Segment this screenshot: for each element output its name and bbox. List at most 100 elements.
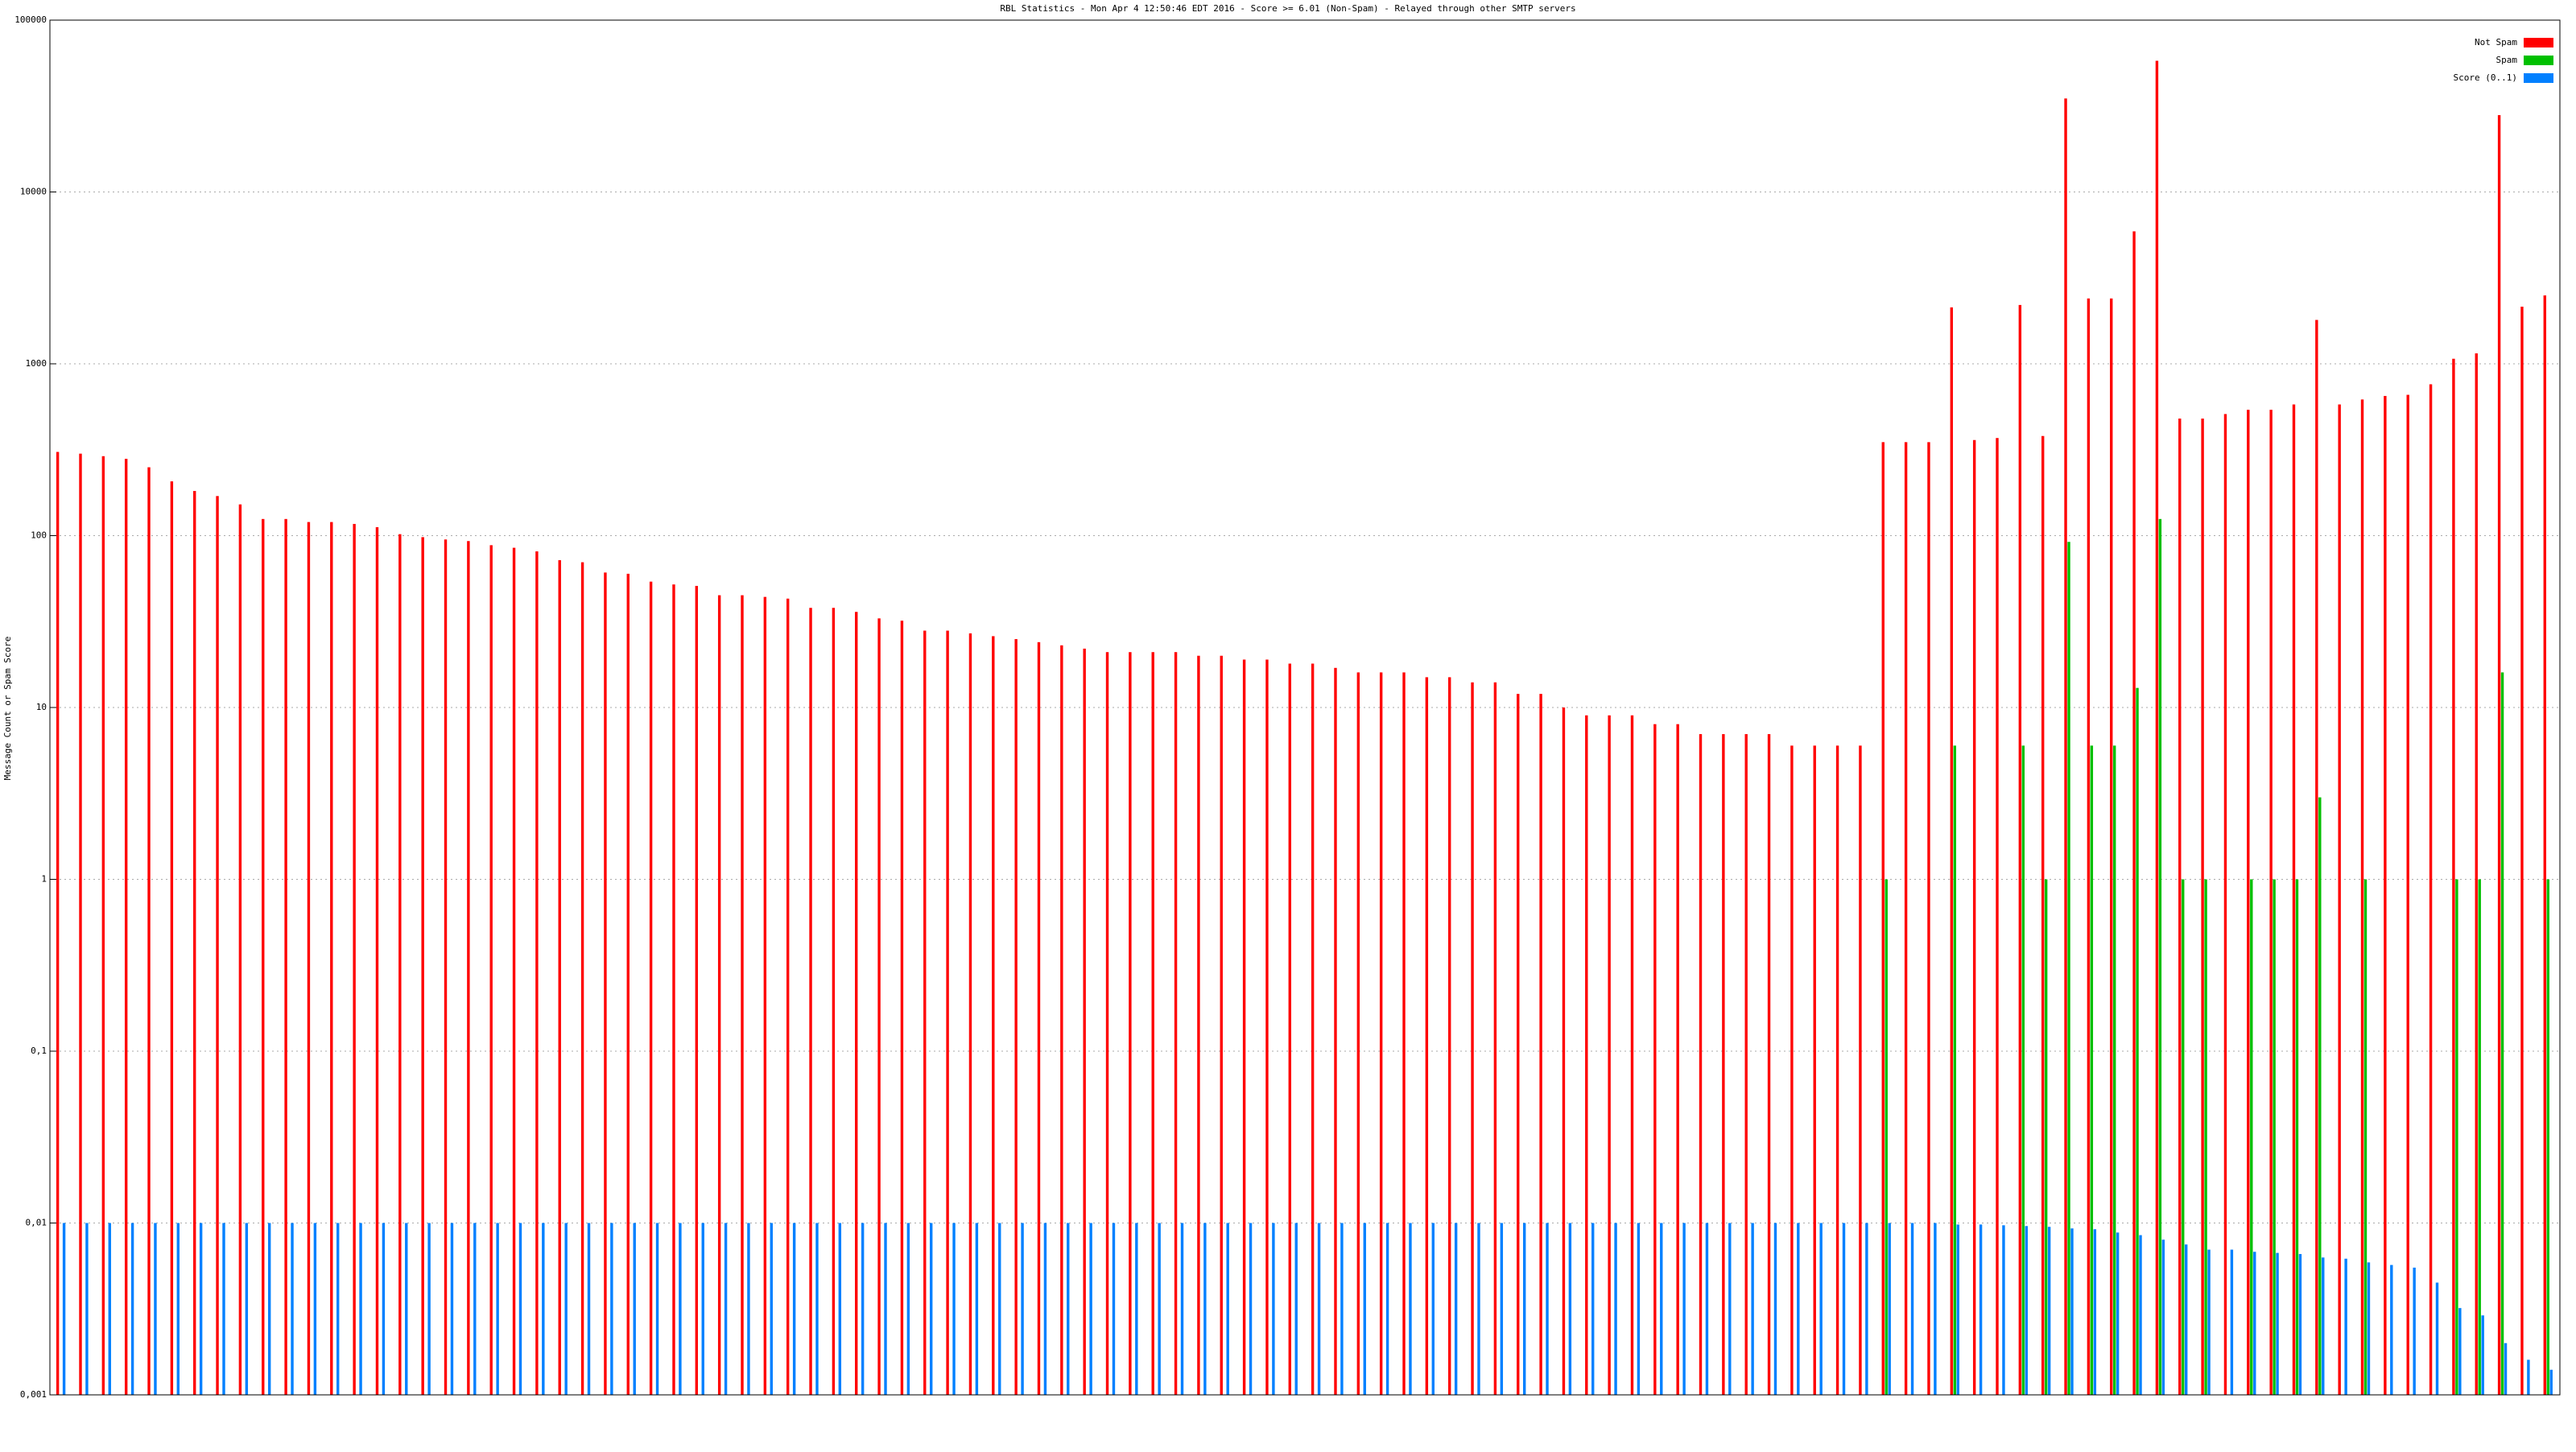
legend-swatch	[2524, 73, 2553, 83]
bar	[763, 596, 767, 1395]
bar	[1021, 1223, 1024, 1395]
bar	[405, 1223, 408, 1395]
bar	[518, 1223, 522, 1395]
bar	[2132, 231, 2136, 1395]
bar	[2250, 879, 2253, 1395]
bar	[1448, 677, 1451, 1395]
bar	[56, 452, 60, 1395]
bar	[1591, 1223, 1595, 1395]
bar	[2178, 419, 2182, 1396]
bar	[1585, 715, 1588, 1395]
bar	[238, 504, 242, 1395]
bar	[1197, 655, 1200, 1395]
bar	[1790, 745, 1794, 1395]
bar	[1813, 745, 1816, 1395]
bar	[2520, 307, 2524, 1395]
bar	[1220, 655, 1223, 1395]
bar	[124, 459, 128, 1395]
y-tick-label: 100000	[14, 14, 47, 25]
bar	[1722, 734, 1725, 1395]
bar	[535, 551, 539, 1395]
bar	[1471, 682, 1474, 1395]
bar	[587, 1223, 591, 1395]
bar	[2497, 115, 2501, 1396]
bar	[450, 1223, 454, 1395]
bar	[1881, 442, 1885, 1395]
bar	[2273, 879, 2276, 1395]
bar	[1014, 639, 1018, 1395]
bar	[170, 481, 174, 1396]
bar	[2158, 518, 2162, 1395]
bar	[906, 1223, 910, 1395]
y-tick-label: 0,01	[26, 1218, 47, 1228]
bar	[786, 598, 790, 1395]
bar	[1546, 1223, 1549, 1395]
bar	[1311, 663, 1315, 1395]
bar	[1819, 1223, 1823, 1395]
bar	[101, 456, 105, 1395]
y-axis-label: Message Count or Spam Score	[2, 637, 13, 781]
bar	[1953, 745, 1956, 1395]
bar	[2044, 879, 2048, 1395]
bar	[245, 1223, 249, 1395]
bar	[2247, 410, 2250, 1396]
bar	[717, 595, 721, 1395]
bar	[2112, 745, 2116, 1395]
bar	[2406, 394, 2409, 1396]
bar	[398, 534, 402, 1396]
bar	[861, 1223, 865, 1395]
bar	[1043, 1223, 1047, 1395]
bar	[2298, 1254, 2302, 1395]
bar	[267, 1223, 271, 1395]
bar	[2429, 384, 2433, 1395]
bar	[2021, 745, 2025, 1395]
bar	[496, 1223, 499, 1395]
bar	[968, 633, 972, 1395]
legend-swatch	[2524, 38, 2553, 47]
bar	[1129, 652, 1132, 1395]
bar	[444, 539, 448, 1395]
bar	[154, 1223, 157, 1395]
bar	[1728, 1223, 1732, 1395]
bar	[701, 1223, 704, 1395]
bar	[2455, 879, 2458, 1395]
bar	[1174, 652, 1178, 1395]
bar	[1037, 641, 1041, 1395]
bar	[930, 1223, 933, 1395]
bar	[2546, 879, 2549, 1395]
bar	[382, 1223, 386, 1395]
bar	[1151, 652, 1154, 1395]
y-tick-label: 100	[31, 530, 47, 541]
bar	[1067, 1223, 1070, 1395]
bar	[1979, 1224, 1983, 1395]
bar	[1996, 438, 1999, 1395]
bar	[998, 1223, 1001, 1395]
bar	[2067, 542, 2070, 1395]
bar	[792, 1223, 796, 1395]
bar	[2318, 797, 2322, 1395]
bar	[1568, 1223, 1572, 1395]
bar	[1356, 672, 1360, 1395]
bar	[1105, 652, 1109, 1395]
bar	[832, 608, 836, 1395]
bar	[1203, 1223, 1207, 1395]
bar	[336, 1223, 340, 1395]
bar	[992, 636, 995, 1395]
bar	[291, 1223, 294, 1395]
bar	[313, 1223, 317, 1395]
bar	[2223, 414, 2227, 1395]
bar	[2185, 1244, 2188, 1395]
bar	[2110, 298, 2113, 1395]
bar	[649, 581, 653, 1395]
bar	[1425, 677, 1429, 1395]
bar	[884, 1223, 887, 1395]
bar	[1060, 645, 1063, 1395]
bar	[975, 1223, 979, 1395]
bar	[1910, 1223, 1914, 1395]
bar	[2269, 410, 2273, 1396]
y-tick-label: 10000	[20, 187, 47, 197]
y-tick-label: 1	[41, 874, 47, 885]
bar	[655, 1223, 659, 1395]
y-tick-label: 0,1	[31, 1046, 47, 1056]
bar	[1522, 1223, 1526, 1395]
